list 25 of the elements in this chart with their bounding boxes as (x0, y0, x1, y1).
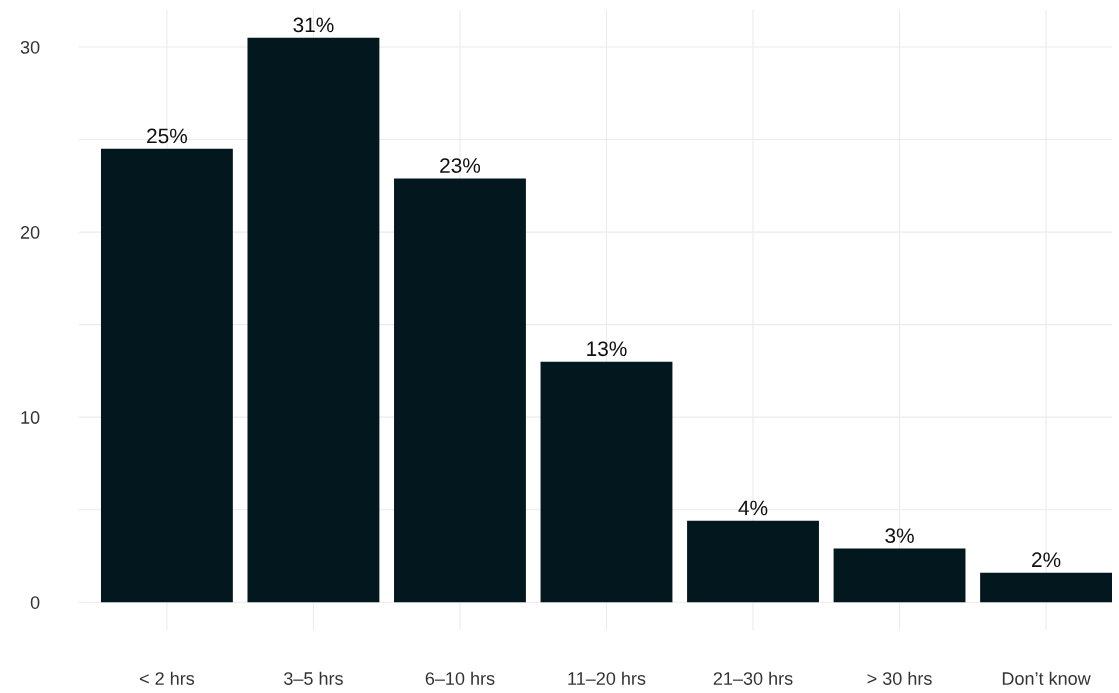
bar (833, 548, 966, 603)
x-tick-label: Don’t know (1002, 671, 1091, 685)
bar (247, 37, 380, 603)
bar (540, 361, 673, 603)
x-tick-label: 21–30 hrs (713, 671, 793, 685)
x-tick-label: 11–20 hrs (568, 671, 646, 685)
bar (980, 572, 1112, 603)
y-tick-label: 20 (20, 226, 40, 239)
data-label: 25% (147, 128, 188, 144)
x-tick-label: 6–10 hrs (425, 671, 495, 685)
x-tick-label: 3–5 hrs (284, 671, 343, 685)
data-label: 31% (293, 17, 334, 33)
data-label: 4% (738, 500, 768, 516)
x-tick-label: < 2 hrs (139, 671, 195, 685)
y-tick-label: 10 (21, 411, 40, 424)
data-label: 23% (440, 158, 481, 173)
bar (687, 520, 819, 603)
bar (394, 178, 526, 603)
data-label: 2% (1032, 552, 1061, 568)
bar (100, 148, 233, 603)
data-label: 13% (587, 341, 627, 357)
data-label: 3% (885, 528, 914, 544)
y-tick-label: 30 (20, 40, 40, 54)
x-tick-label: > 30 hrs (867, 671, 932, 685)
y-tick-label: 0 (30, 596, 40, 609)
